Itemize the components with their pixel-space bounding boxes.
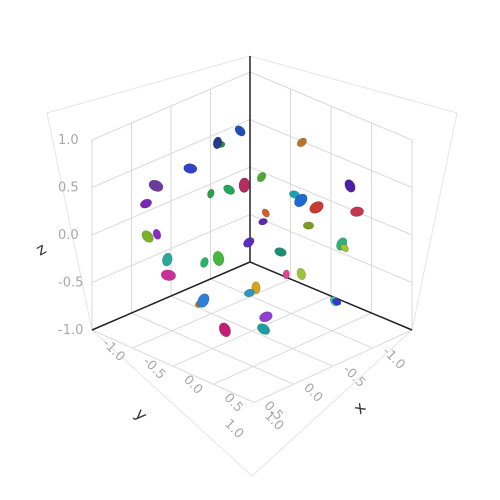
data-point [256, 172, 267, 183]
data-point [200, 257, 209, 268]
data-point [350, 206, 364, 217]
z-tick-label: 1.0 [58, 133, 79, 148]
data-point [261, 208, 270, 218]
grid-line-floor-x [213, 312, 372, 385]
data-point [238, 177, 250, 193]
data-point [140, 198, 152, 209]
data-point [251, 281, 261, 294]
data-point [141, 230, 154, 243]
data-point [152, 228, 162, 240]
grid-line-floor-y [131, 312, 294, 385]
z-axis-title: z [33, 239, 50, 260]
data-point [243, 237, 255, 248]
axis-line-right [249, 261, 413, 331]
data-point [296, 267, 306, 281]
axis-line-left [91, 261, 251, 331]
plot-panes [46, 55, 458, 477]
y-axis-title: y [131, 404, 151, 424]
data-point [183, 163, 198, 174]
z-tick-label: -1.0 [58, 323, 83, 338]
data-point [160, 269, 176, 281]
z-tick-label: 0.5 [58, 181, 79, 196]
x-axis-title: x [349, 398, 369, 418]
data-point [274, 247, 287, 257]
data-point [258, 218, 268, 226]
z-tick-label: -0.5 [58, 276, 83, 291]
grid-line-floor-x [253, 329, 413, 403]
data-point [259, 311, 273, 323]
data-point [197, 293, 210, 308]
data-point [207, 188, 215, 199]
data-point [148, 179, 164, 192]
data-point [234, 125, 246, 137]
z-tick-label: 0.0 [58, 228, 79, 243]
data-point [257, 323, 271, 335]
data-point [340, 243, 349, 253]
data-point [296, 137, 307, 148]
data-point [344, 179, 356, 193]
data-point [243, 288, 255, 298]
data-point [309, 201, 324, 214]
data-points [140, 125, 364, 338]
data-point [212, 136, 223, 150]
grid-line-floor-y [170, 295, 334, 367]
data-point [212, 250, 225, 267]
data-point [162, 252, 173, 267]
grid-line-floor-y [91, 329, 255, 403]
data-point [332, 298, 342, 306]
data-point [282, 269, 290, 280]
data-point [218, 322, 231, 338]
data-point [303, 221, 314, 230]
data-point [223, 184, 235, 195]
axis-lines [91, 56, 413, 331]
data-point [294, 193, 308, 208]
